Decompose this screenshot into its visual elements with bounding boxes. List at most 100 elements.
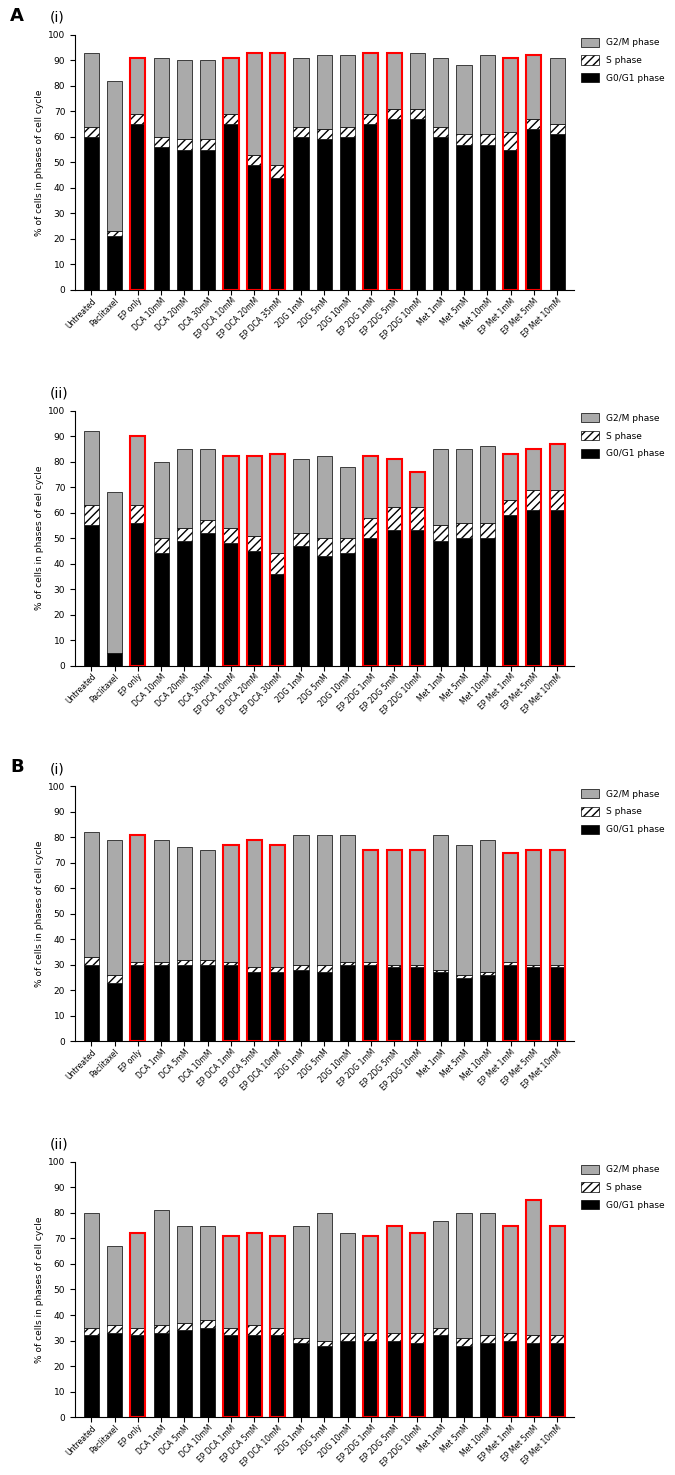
Bar: [433, 971, 448, 972]
Bar: [456, 1345, 472, 1417]
Bar: [503, 853, 518, 1041]
Bar: [317, 538, 332, 556]
Bar: [503, 149, 518, 291]
Bar: [223, 456, 238, 665]
Bar: [433, 448, 448, 525]
Bar: [247, 1233, 262, 1325]
Bar: [317, 1341, 332, 1345]
Bar: [130, 522, 145, 665]
Bar: [503, 58, 518, 291]
Bar: [177, 448, 192, 528]
Bar: [526, 1344, 541, 1417]
Bar: [84, 957, 99, 965]
Bar: [503, 965, 518, 1041]
Bar: [340, 553, 355, 665]
Bar: [84, 1328, 99, 1335]
Bar: [247, 456, 262, 535]
Bar: [223, 456, 238, 528]
Bar: [200, 1320, 215, 1328]
Bar: [154, 965, 169, 1041]
Bar: [200, 532, 215, 665]
Bar: [549, 444, 565, 490]
Bar: [317, 835, 332, 965]
Bar: [410, 1233, 425, 1333]
Bar: [480, 447, 495, 522]
Bar: [456, 975, 472, 978]
Bar: [247, 456, 262, 665]
Bar: [456, 1212, 472, 1338]
Bar: [526, 850, 541, 1041]
Bar: [177, 1330, 192, 1417]
Bar: [410, 1233, 425, 1417]
Y-axis label: % of cells in phases of eel cycle: % of cells in phases of eel cycle: [35, 466, 44, 611]
Bar: [526, 55, 541, 119]
Bar: [247, 165, 262, 291]
Bar: [549, 124, 565, 134]
Bar: [107, 982, 122, 1041]
Bar: [387, 53, 402, 109]
Bar: [84, 431, 99, 504]
Bar: [130, 835, 145, 1041]
Bar: [294, 459, 308, 532]
Bar: [456, 522, 472, 538]
Bar: [433, 972, 448, 1041]
Bar: [294, 137, 308, 291]
Bar: [526, 1335, 541, 1344]
Bar: [130, 1233, 145, 1417]
Bar: [223, 1236, 238, 1328]
Bar: [270, 454, 286, 665]
Bar: [387, 965, 402, 968]
Bar: [270, 972, 286, 1041]
Bar: [526, 130, 541, 291]
Bar: [154, 553, 169, 665]
Bar: [247, 972, 262, 1041]
Bar: [340, 55, 355, 127]
Bar: [270, 553, 286, 574]
Bar: [433, 1221, 448, 1328]
Bar: [247, 535, 262, 550]
Bar: [410, 109, 425, 119]
Bar: [363, 456, 379, 665]
Bar: [107, 236, 122, 291]
Bar: [130, 1328, 145, 1335]
Bar: [177, 848, 192, 960]
Bar: [410, 850, 425, 1041]
Bar: [526, 119, 541, 130]
Bar: [387, 1226, 402, 1333]
Bar: [130, 962, 145, 965]
Bar: [200, 1328, 215, 1417]
Bar: [107, 975, 122, 982]
Bar: [223, 845, 238, 1041]
Bar: [247, 1325, 262, 1335]
Bar: [410, 965, 425, 968]
Bar: [526, 968, 541, 1041]
Bar: [154, 1325, 169, 1333]
Text: (i): (i): [50, 10, 65, 25]
Bar: [270, 454, 286, 553]
Bar: [526, 448, 541, 665]
Bar: [363, 53, 379, 291]
Bar: [456, 538, 472, 665]
Bar: [410, 472, 425, 507]
Bar: [154, 137, 169, 148]
Bar: [294, 965, 308, 971]
Bar: [200, 448, 215, 521]
Bar: [526, 510, 541, 665]
Bar: [526, 850, 541, 965]
Bar: [84, 1335, 99, 1417]
Bar: [177, 1323, 192, 1330]
Bar: [480, 1212, 495, 1335]
Bar: [340, 137, 355, 291]
Bar: [387, 1341, 402, 1417]
Bar: [154, 148, 169, 291]
Bar: [433, 1328, 448, 1335]
Bar: [433, 541, 448, 665]
Bar: [247, 155, 262, 165]
Bar: [456, 134, 472, 145]
Bar: [363, 538, 379, 665]
Bar: [107, 653, 122, 665]
Y-axis label: % of cells in phases of cell cycle: % of cells in phases of cell cycle: [35, 1217, 44, 1363]
Bar: [177, 960, 192, 965]
Bar: [363, 1236, 379, 1333]
Text: (ii): (ii): [50, 1137, 69, 1152]
